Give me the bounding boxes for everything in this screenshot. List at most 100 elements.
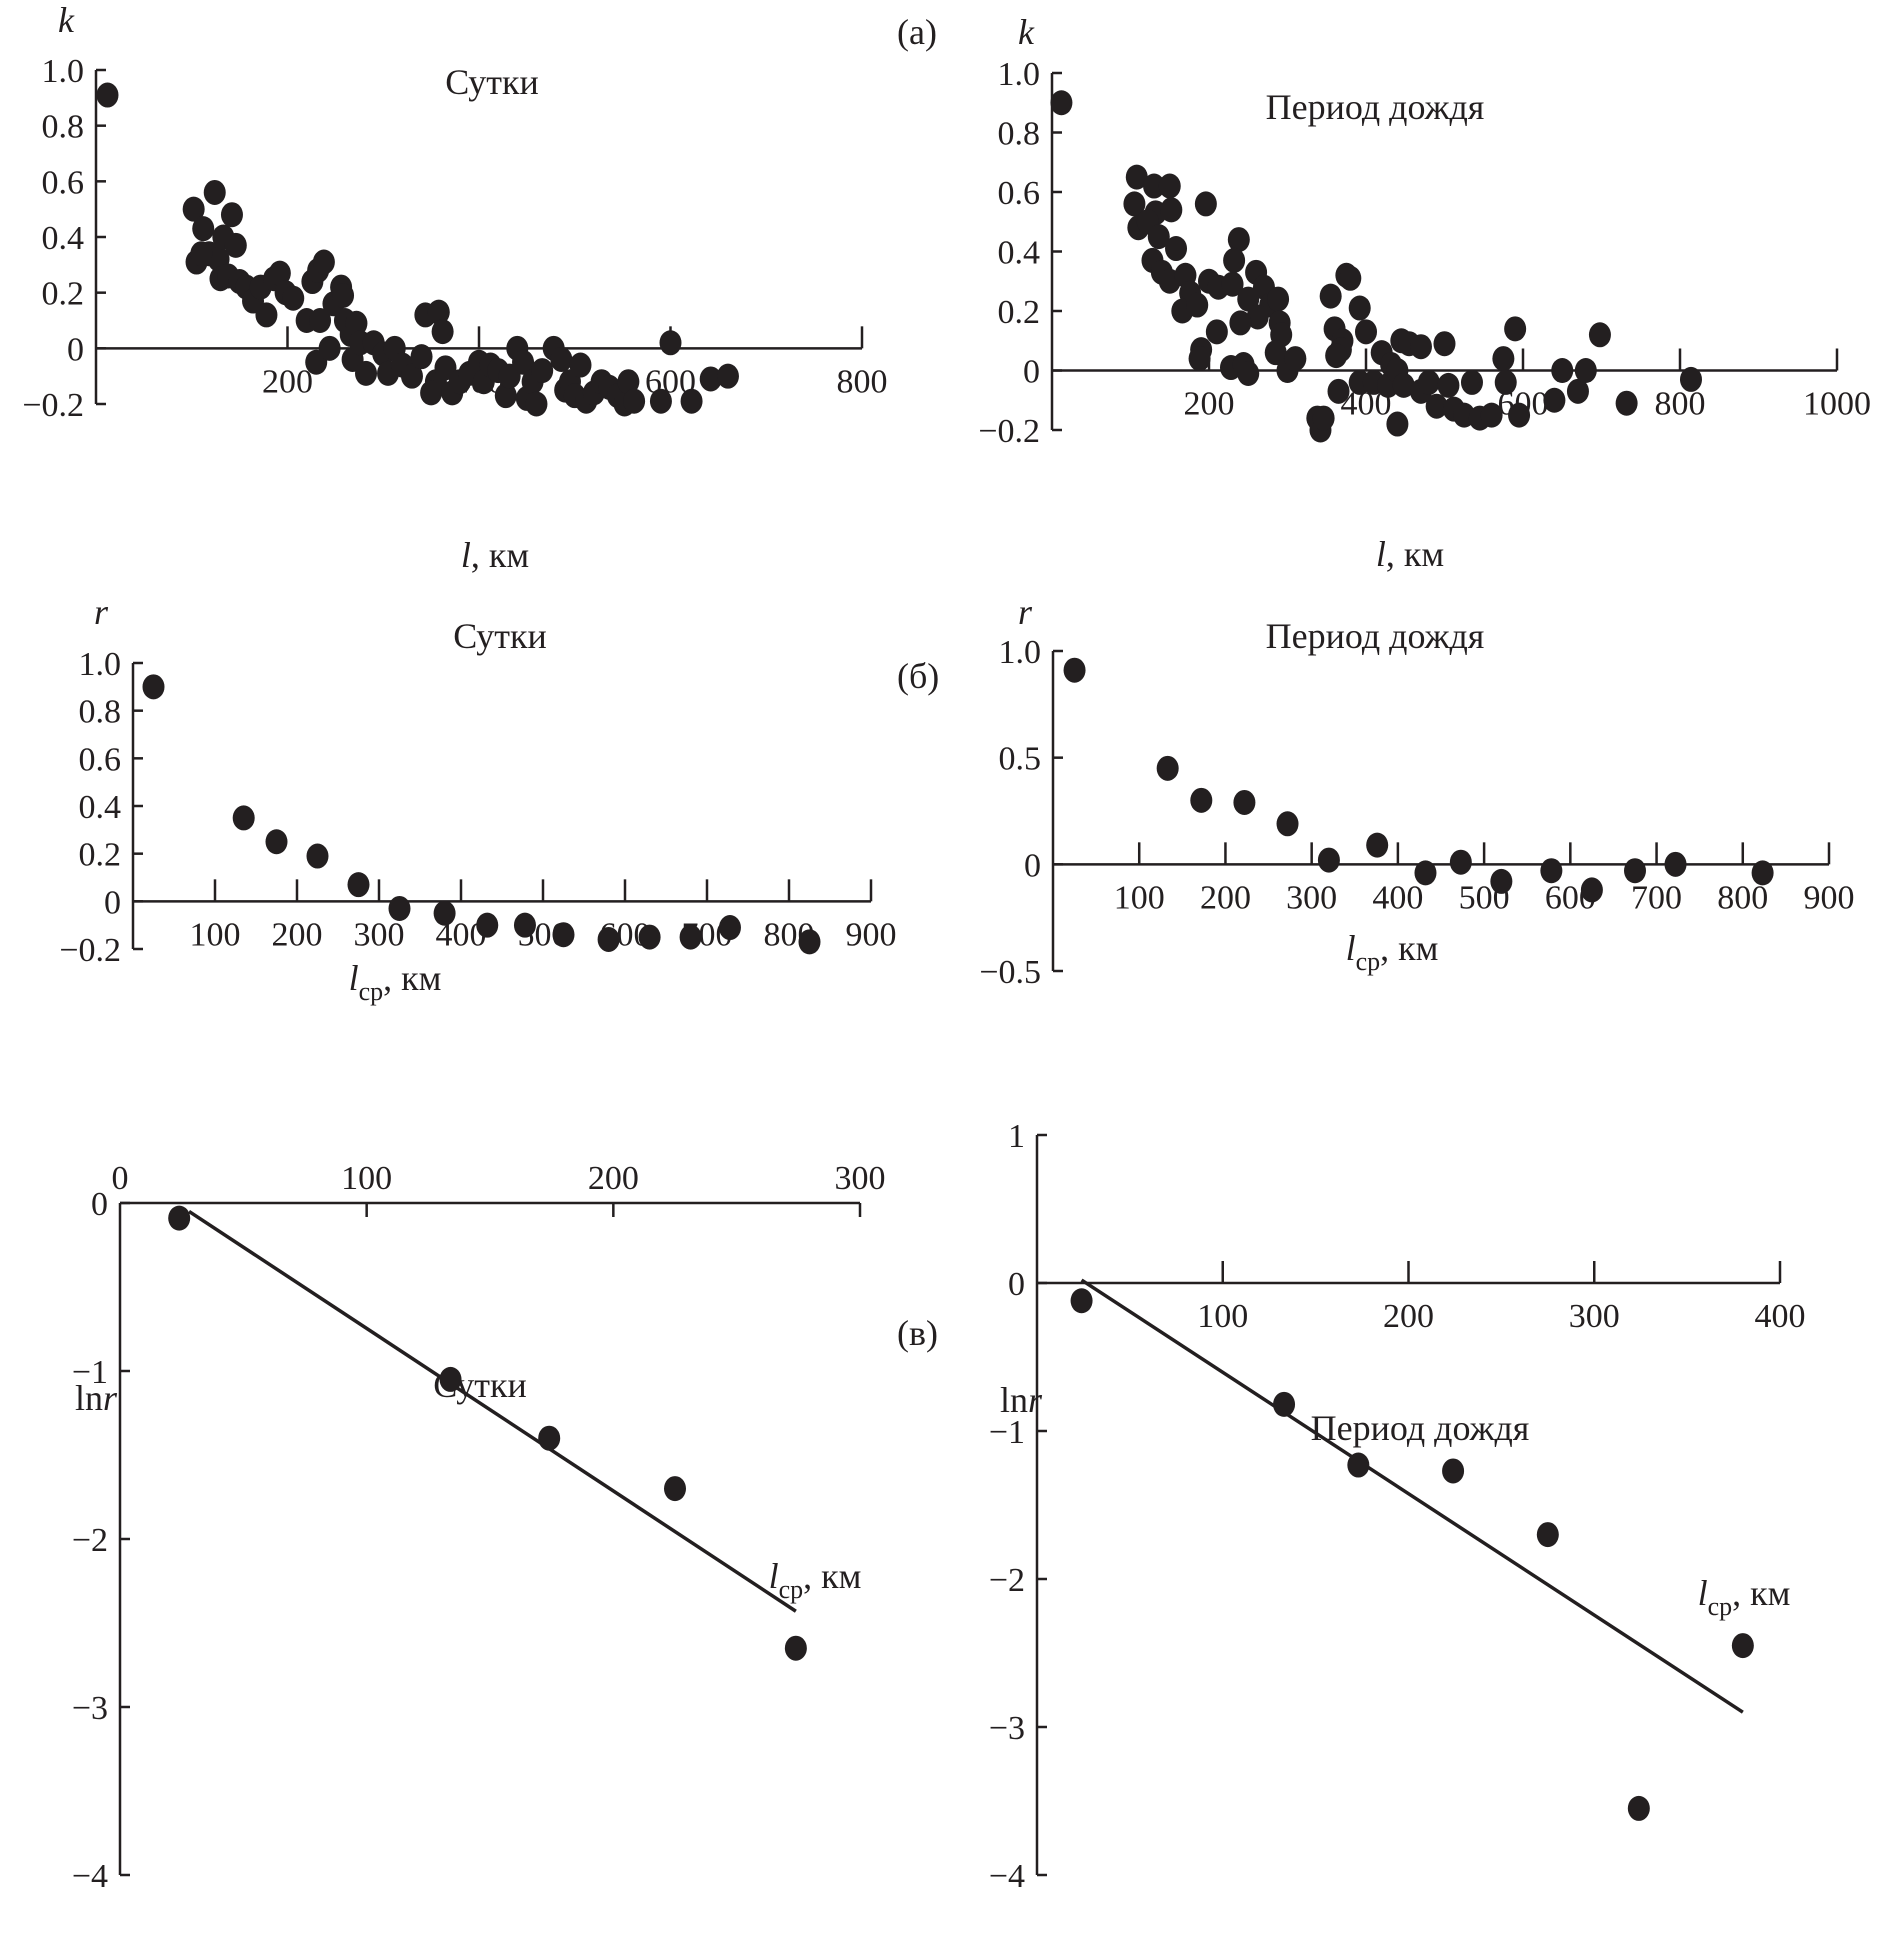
data-point xyxy=(1480,402,1503,428)
data-point xyxy=(268,260,291,286)
y-tick-label: 0.6 xyxy=(998,175,1041,212)
data-point xyxy=(1317,847,1340,873)
x-axis-label: lср, км xyxy=(1346,928,1439,976)
data-point xyxy=(784,1635,807,1661)
data-point xyxy=(1143,173,1166,199)
y-label-fn: ln xyxy=(75,1378,103,1418)
data-point xyxy=(312,249,335,275)
data-point xyxy=(224,232,247,258)
data-point xyxy=(1147,224,1170,250)
data-point xyxy=(1160,197,1183,223)
data-point xyxy=(1414,860,1437,886)
y-tick-label: 0.5 xyxy=(999,741,1042,778)
data-point xyxy=(1347,1452,1370,1478)
x-axis-label: l, км xyxy=(1376,534,1444,574)
data-point xyxy=(550,346,573,372)
x-tick-label: 100 xyxy=(1197,1298,1248,1335)
x-label-subscript: ср xyxy=(359,977,384,1006)
data-point xyxy=(638,924,661,950)
data-point xyxy=(420,380,443,406)
x-tick-label: 800 xyxy=(837,363,888,400)
chart-c-right: 1 0 −1 −2 −3 −4 100 200 300 400 Период дождя lnr lср… xyxy=(989,1118,1806,1895)
x-label-subscript: ср xyxy=(779,1575,804,1604)
data-point xyxy=(1339,265,1362,291)
x-tick-label: 200 xyxy=(1200,879,1251,916)
data-point xyxy=(1551,358,1574,383)
data-point xyxy=(1327,378,1350,404)
data-point xyxy=(1221,271,1244,297)
x-tick-label: 300 xyxy=(354,916,405,953)
data-point xyxy=(1325,343,1348,369)
y-axis-label: k xyxy=(58,0,75,40)
y-tick-label: −0.2 xyxy=(22,387,84,424)
data-point xyxy=(1229,310,1252,336)
y-tick-label: −3 xyxy=(989,1710,1025,1747)
data-point xyxy=(664,1476,686,1502)
data-point xyxy=(1417,369,1440,395)
y-tick-label: 0.6 xyxy=(79,741,122,778)
panel-label-c: (в) xyxy=(897,1313,938,1353)
data-point xyxy=(679,924,702,950)
data-point xyxy=(1319,283,1342,309)
data-point xyxy=(1492,346,1515,372)
data-point xyxy=(265,829,288,855)
x-tick-label: 300 xyxy=(1569,1298,1620,1335)
y-tick-label: −1 xyxy=(989,1414,1025,1451)
data-point xyxy=(1227,227,1250,253)
data-point xyxy=(1540,858,1563,884)
data-point xyxy=(1188,346,1211,372)
x-tick-label: 100 xyxy=(1114,879,1165,916)
data-point xyxy=(525,391,548,417)
data-point xyxy=(1267,286,1290,312)
x-tick-label: 100 xyxy=(190,916,241,953)
data-point xyxy=(1566,378,1589,404)
y-tick-label: 0.2 xyxy=(79,837,122,874)
y-tick-label: 0.6 xyxy=(42,164,85,201)
data-point xyxy=(345,310,368,336)
data-point xyxy=(439,1366,462,1392)
data-point xyxy=(659,330,682,356)
data-point xyxy=(1425,393,1448,419)
data-point xyxy=(1409,334,1432,360)
data-point xyxy=(1490,868,1513,894)
y-tick-label: 0.8 xyxy=(998,116,1041,153)
data-point xyxy=(1494,369,1517,395)
data-point xyxy=(1312,405,1335,431)
data-point xyxy=(1165,236,1188,262)
data-point xyxy=(1751,860,1774,886)
data-point xyxy=(232,805,255,831)
x-tick-label: 800 xyxy=(1717,879,1768,916)
data-point xyxy=(306,843,329,869)
data-point xyxy=(347,872,370,898)
data-point xyxy=(1366,832,1389,858)
data-point xyxy=(1543,387,1566,413)
x-tick-label: 200 xyxy=(272,916,323,953)
data-point xyxy=(1348,295,1371,321)
y-label-var: r xyxy=(1028,1380,1043,1420)
data-point xyxy=(623,388,646,414)
y-tick-label: 0.2 xyxy=(42,276,85,313)
data-point xyxy=(431,319,454,345)
data-point xyxy=(597,926,620,952)
data-point xyxy=(1355,319,1377,345)
data-point xyxy=(1679,366,1702,392)
y-tick-label: 0.8 xyxy=(42,109,85,146)
y-tick-label: −2 xyxy=(989,1562,1025,1599)
chart-b-left: 1.00.80.60.40.20−0.2 100 200 300 400 500 600 70… xyxy=(59,592,896,1006)
y-axis-label: lnr xyxy=(75,1378,118,1418)
x-axis-label: l, км xyxy=(461,535,529,575)
x-tick-label: 200 xyxy=(588,1160,639,1197)
y-tick-label: 0 xyxy=(67,331,84,368)
y-tick-label: −3 xyxy=(72,1690,108,1727)
chart-title: Сутки xyxy=(445,62,539,102)
data-point xyxy=(1123,191,1146,217)
chart-title: Сутки xyxy=(453,616,547,656)
chart-title: Период дождя xyxy=(1266,87,1485,127)
data-point xyxy=(410,344,433,370)
data-point xyxy=(1233,789,1256,815)
y-tick-label: 0.4 xyxy=(998,235,1041,272)
data-point xyxy=(255,302,278,328)
data-point xyxy=(1223,247,1246,273)
